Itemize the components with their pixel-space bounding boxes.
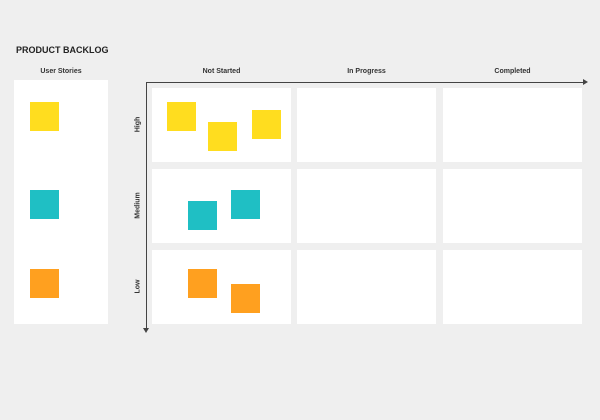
cell-medium-in-progress (297, 169, 436, 243)
cell-high-not-started (152, 88, 291, 162)
sticky-note-high[interactable] (208, 122, 237, 151)
sticky-note-low[interactable] (231, 284, 260, 313)
sticky-note-high[interactable] (167, 102, 196, 131)
column-header-in-progress: In Progress (347, 68, 386, 75)
y-axis-arrow-icon (143, 328, 149, 333)
user-stories-header: User Stories (40, 68, 82, 75)
y-axis (146, 82, 147, 330)
sticky-note-medium[interactable] (188, 201, 217, 230)
row-label-medium: Medium (134, 192, 142, 219)
sticky-note-medium[interactable] (231, 190, 260, 219)
sticky-note-high[interactable] (252, 110, 281, 139)
cell-high-completed (443, 88, 582, 162)
sticky-note-low[interactable] (188, 269, 217, 298)
cell-low-in-progress (297, 250, 436, 324)
column-header-not-started: Not Started (202, 68, 241, 75)
x-axis (146, 82, 584, 83)
row-label-low: Low (134, 279, 142, 294)
column-header-completed: Completed (494, 68, 531, 75)
sticky-note-high[interactable] (30, 102, 59, 131)
cell-low-completed (443, 250, 582, 324)
sticky-note-low[interactable] (30, 269, 59, 298)
board-title: PRODUCT BACKLOG (16, 45, 109, 55)
row-label-high: High (134, 116, 142, 133)
cell-high-in-progress (297, 88, 436, 162)
user-stories-panel (14, 80, 108, 324)
sticky-note-medium[interactable] (30, 190, 59, 219)
x-axis-arrow-icon (583, 79, 588, 85)
cell-medium-not-started (152, 169, 291, 243)
cell-low-not-started (152, 250, 291, 324)
cell-medium-completed (443, 169, 582, 243)
